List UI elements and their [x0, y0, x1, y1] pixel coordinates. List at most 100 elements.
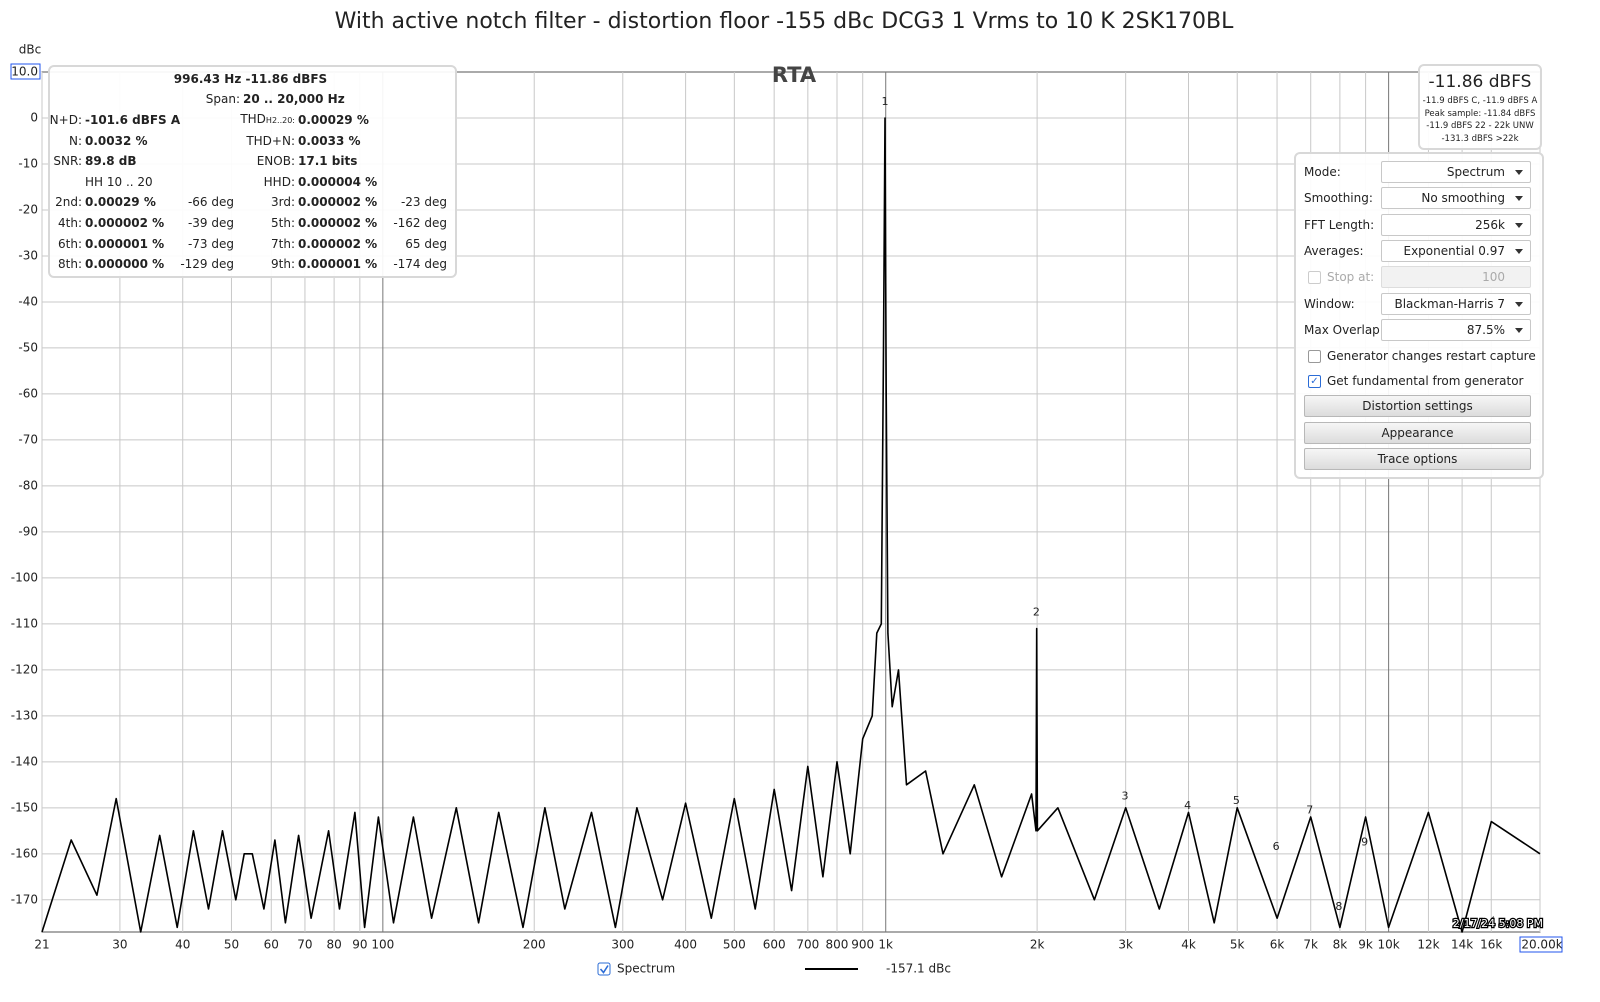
span-value: 20 .. 20,000 Hz	[243, 92, 345, 106]
dropdown[interactable]	[1381, 161, 1531, 183]
x-tick-label: 1k	[878, 938, 893, 952]
legend-label: Spectrum	[617, 962, 675, 976]
button[interactable]	[1304, 395, 1531, 417]
checkbox-label: Generator changes restart capture	[1327, 349, 1536, 363]
info-phase: -39 deg	[187, 216, 234, 230]
harmonic-marker: 2	[1033, 606, 1040, 619]
dropdown[interactable]	[1381, 187, 1531, 210]
readout-line: -11.9 dBFS 22 - 22k UNW	[1426, 121, 1534, 131]
info-label: THD+N:	[95, 134, 295, 148]
info-value: 0.000002 %	[298, 195, 378, 210]
y-tick-label: 10.0	[11, 65, 38, 79]
dropdown-value: Blackman-Harris 7	[1394, 296, 1505, 311]
control-label: Stop at:	[1327, 270, 1375, 285]
x-tick-label: 12k	[1417, 938, 1439, 952]
y-tick-label: -160	[11, 846, 38, 860]
x-tick-label: 8k	[1333, 938, 1348, 952]
x-tick-label: 700	[796, 938, 819, 952]
x-tick-label: 200	[523, 938, 546, 952]
readout-line: -11.9 dBFS C, -11.9 dBFS A	[1422, 96, 1538, 106]
harmonic-marker: 3	[1121, 790, 1128, 803]
info-phase: 65 deg	[405, 236, 447, 251]
x-tick-label: 80	[326, 938, 341, 952]
control-label: Smoothing:	[1304, 191, 1373, 206]
x-tick-label: 4k	[1181, 938, 1196, 952]
info-label-text: 2nd:	[55, 195, 82, 210]
dropdown-value: No smoothing	[1421, 191, 1505, 206]
info-label-text: N:	[68, 133, 82, 148]
y-tick-label: -90	[18, 524, 38, 538]
dropdown[interactable]	[1381, 318, 1531, 341]
info-value: 0.000000 %	[85, 257, 165, 272]
dropdown[interactable]	[1381, 239, 1531, 262]
button[interactable]	[1304, 448, 1531, 470]
dropdown[interactable]	[1381, 213, 1531, 236]
checkbox[interactable]	[1308, 350, 1321, 363]
info-value: 17.1 bits	[298, 154, 358, 169]
harmonic-marker: 8	[1335, 900, 1342, 913]
info-phase: -162 deg	[393, 216, 447, 230]
info-label-text: 4th:	[58, 216, 82, 230]
info-label-text: 5th:	[271, 216, 295, 230]
harmonic-marker: 4	[1184, 799, 1191, 812]
control-label: Max Overlap:	[1304, 322, 1384, 337]
timestamp: 2/17/24 5:08 PM	[1453, 917, 1543, 930]
info-label: HH 10 .. 20	[85, 174, 153, 189]
x-tick-label: 2k	[1030, 938, 1045, 952]
button-label: Distortion settings	[1362, 399, 1473, 413]
x-tick-label: 16k	[1480, 938, 1502, 952]
control-label: Mode:	[1304, 165, 1341, 179]
info-value: 0.0033 %	[298, 133, 361, 148]
y-tick-label: -70	[18, 432, 38, 446]
info-label: 3rd:	[95, 195, 295, 209]
info-phase: -23 deg	[400, 195, 447, 210]
spinbox-value: 100	[1482, 270, 1505, 285]
control-label: Window:	[1304, 296, 1355, 311]
info-label: SNR:	[0, 154, 82, 168]
x-tick-label: 21	[34, 938, 49, 952]
button[interactable]	[1304, 421, 1531, 444]
x-tick-label: 20.00k	[1521, 938, 1562, 952]
info-label: 2nd:	[0, 195, 82, 209]
button-label: Trace options	[1377, 452, 1458, 466]
x-tick-label: 6k	[1270, 938, 1285, 952]
y-tick-label: -40	[18, 294, 38, 308]
control-label: FFT Length:	[1304, 217, 1375, 232]
dropdown-value: 87.5%	[1466, 322, 1505, 337]
y-tick-label: -140	[11, 754, 38, 768]
y-tick-label: -80	[18, 478, 38, 492]
x-tick-label: 60	[264, 938, 279, 952]
x-tick-label: 100	[371, 938, 394, 952]
info-label-text: SNR:	[53, 154, 82, 169]
info-phase: -73 deg	[187, 236, 234, 251]
info-label: THDH2..20:	[95, 112, 295, 128]
x-tick-label: 400	[674, 938, 697, 952]
x-tick-label: 9k	[1358, 938, 1373, 952]
y-tick-label: -120	[11, 662, 38, 676]
dropdown-value: Exponential 0.97	[1403, 243, 1506, 258]
readout-box	[1418, 64, 1542, 150]
checkbox-label: Get fundamental from generator	[1327, 373, 1524, 388]
x-tick-label: 30	[112, 938, 127, 952]
readout-line: Peak sample: -11.84 dBFS	[1424, 108, 1536, 119]
x-tick-label: 14k	[1451, 938, 1473, 952]
info-value: 0.000001 %	[85, 236, 165, 251]
info-label: 8th:	[0, 257, 82, 271]
x-tick-label: 900	[851, 938, 874, 952]
x-tick-label: 5k	[1230, 938, 1245, 952]
y-axis-label: dBc	[19, 43, 41, 57]
info-label: 7th:	[95, 237, 295, 251]
dropdown[interactable]	[1381, 292, 1531, 315]
y-tick-label: -130	[11, 708, 38, 722]
checkbox[interactable]: ✓	[1308, 374, 1321, 388]
info-value: 0.000001 %	[298, 257, 378, 272]
info-value: 0.000002 %	[298, 216, 378, 230]
checkmark	[599, 965, 609, 974]
y-tick-label: -60	[18, 386, 38, 400]
info-value: 89.8 dB	[85, 154, 137, 169]
info-value: 0.000004 %	[298, 174, 378, 189]
checkbox[interactable]	[1308, 271, 1321, 285]
dropdown-arrow	[1515, 327, 1523, 333]
info-label-text: 8th:	[58, 257, 82, 272]
rta-label: RTA	[772, 63, 817, 87]
